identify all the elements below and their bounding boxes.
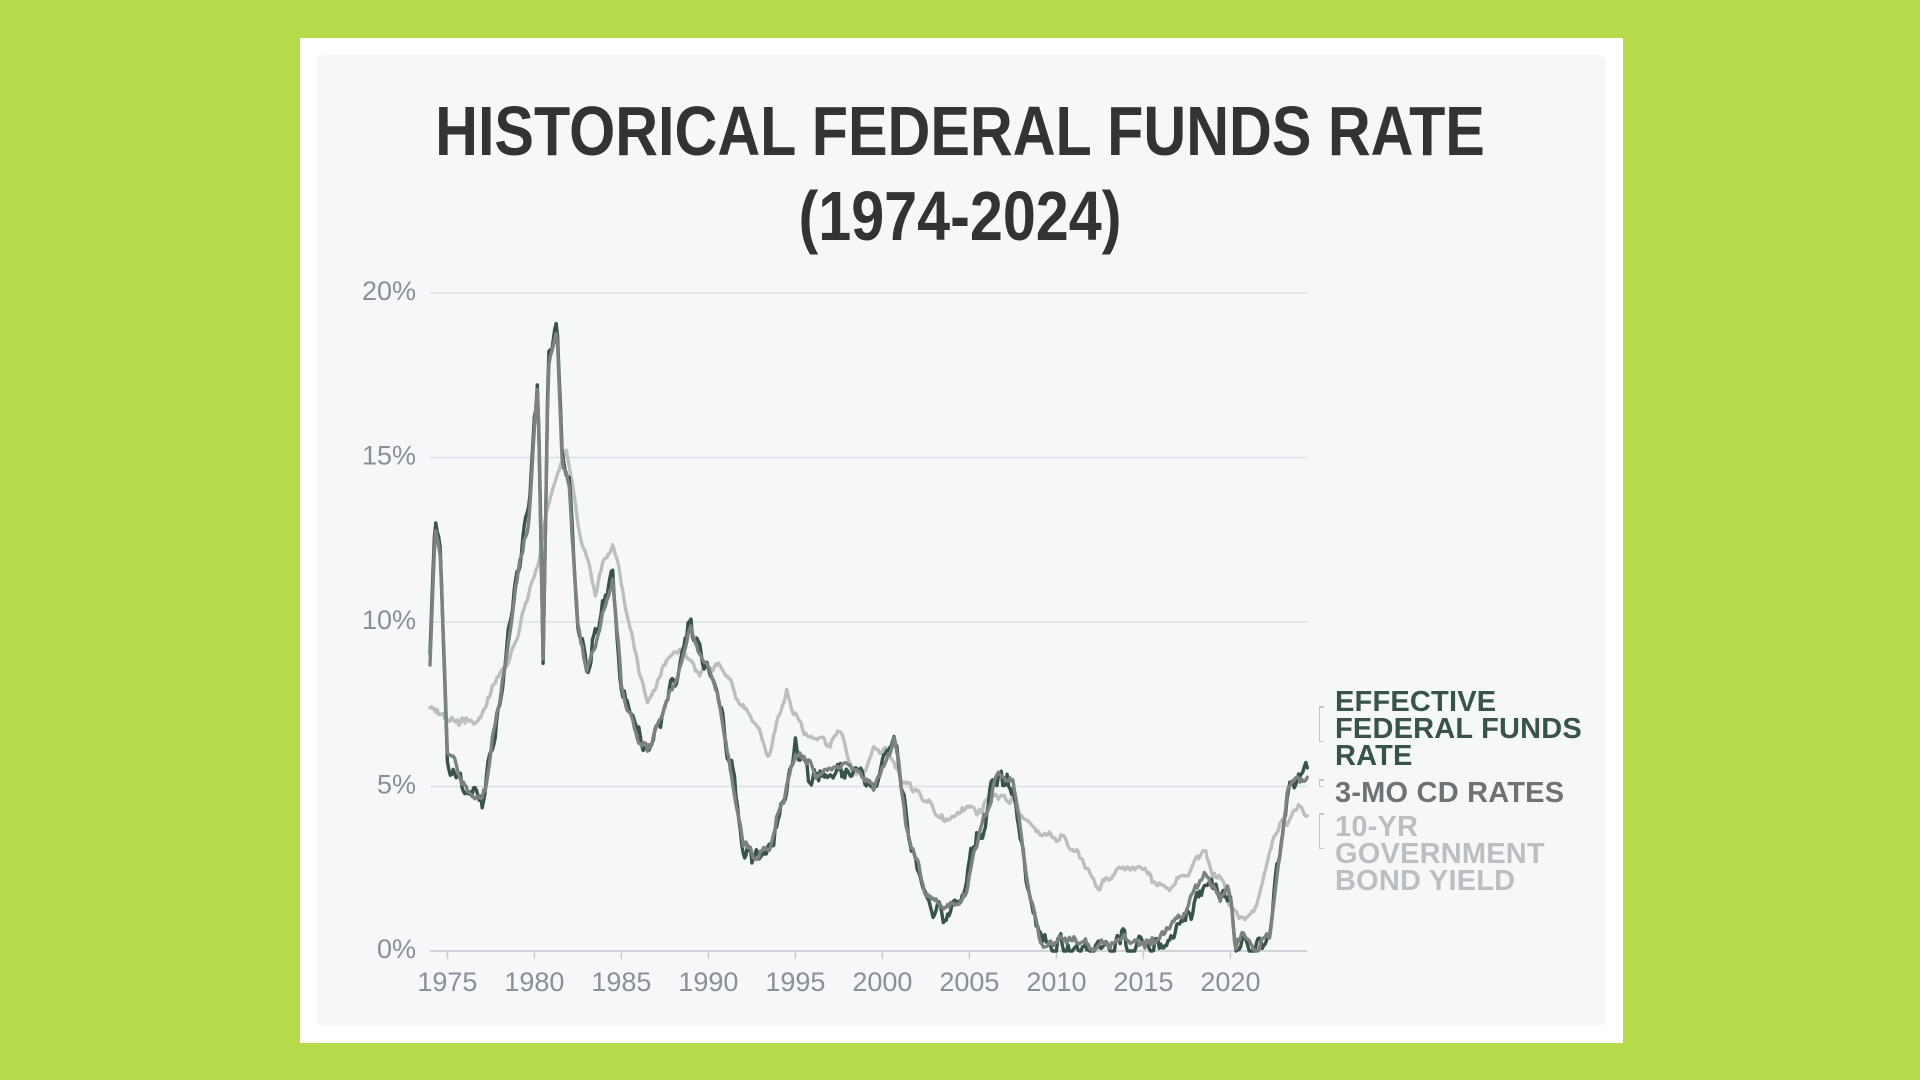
svg-text:1985: 1985 — [591, 967, 651, 997]
svg-text:10%: 10% — [362, 605, 416, 635]
svg-text:2015: 2015 — [1113, 967, 1173, 997]
svg-text:0%: 0% — [377, 934, 416, 964]
svg-text:1990: 1990 — [678, 967, 738, 997]
svg-text:20%: 20% — [362, 276, 416, 306]
svg-text:1995: 1995 — [765, 967, 825, 997]
svg-text:2005: 2005 — [939, 967, 999, 997]
svg-text:5%: 5% — [377, 770, 416, 800]
svg-text:1975: 1975 — [417, 967, 477, 997]
svg-text:1980: 1980 — [504, 967, 564, 997]
svg-text:2000: 2000 — [852, 967, 912, 997]
svg-text:15%: 15% — [362, 441, 416, 471]
svg-text:2020: 2020 — [1200, 967, 1260, 997]
svg-text:2010: 2010 — [1026, 967, 1086, 997]
